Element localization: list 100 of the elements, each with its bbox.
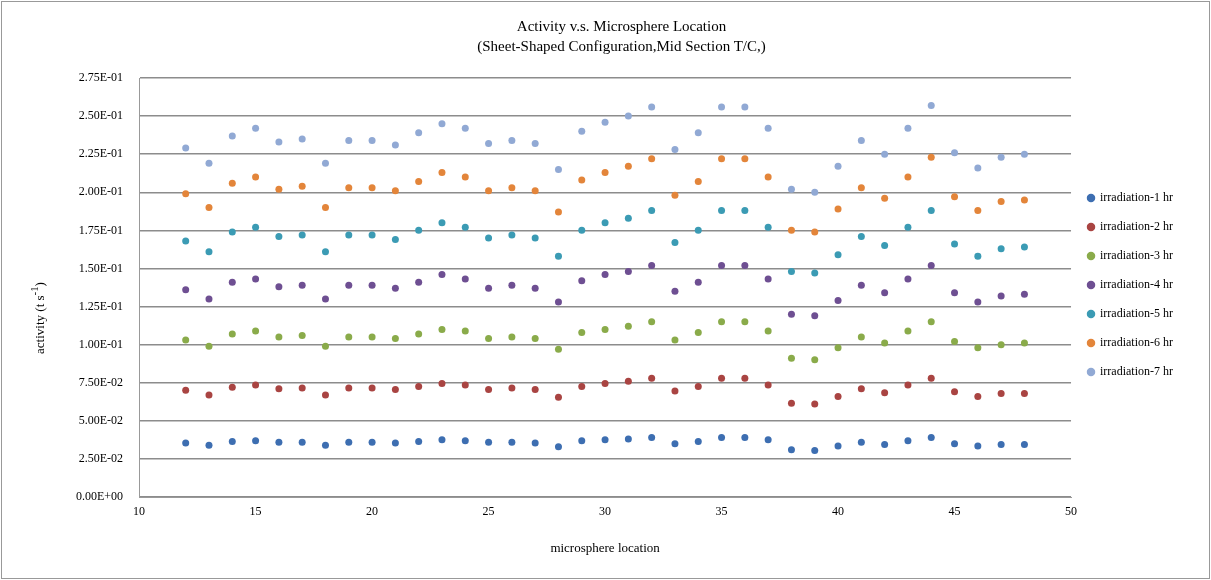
point (531, 187, 539, 195)
point (881, 339, 889, 347)
point (415, 226, 423, 234)
point (857, 232, 865, 240)
point (974, 392, 982, 400)
point (951, 149, 959, 157)
point (951, 440, 959, 448)
point (741, 207, 749, 215)
point (671, 146, 679, 154)
point (881, 289, 889, 297)
point (624, 112, 632, 120)
point (368, 384, 376, 392)
point (368, 231, 376, 239)
point (904, 124, 912, 132)
point (485, 284, 493, 292)
point (252, 381, 260, 389)
point (997, 292, 1005, 300)
point (554, 345, 562, 353)
point (997, 197, 1005, 205)
point (671, 387, 679, 395)
x-tick-label: 15 (249, 504, 262, 519)
point (531, 439, 539, 447)
point (904, 275, 912, 283)
point (648, 318, 656, 326)
point (252, 275, 260, 283)
legend-label: irradiation-2 hr (1100, 219, 1174, 234)
point (951, 240, 959, 248)
point (275, 385, 283, 393)
point (205, 342, 213, 350)
point (391, 335, 399, 343)
point (554, 298, 562, 306)
point (997, 153, 1005, 161)
point (345, 333, 353, 341)
legend-label: irradiation-7 hr (1100, 364, 1174, 379)
point (415, 278, 423, 286)
point (508, 281, 516, 289)
point (182, 336, 190, 344)
point (252, 437, 260, 445)
point (554, 208, 562, 216)
point (345, 384, 353, 392)
point (881, 389, 889, 397)
point (1020, 150, 1028, 158)
point (741, 434, 749, 442)
point (951, 193, 959, 201)
point (787, 354, 795, 362)
point (461, 173, 469, 181)
point (461, 223, 469, 231)
point (787, 185, 795, 193)
point (252, 173, 260, 181)
x-tick-label: 45 (948, 504, 961, 519)
point (648, 103, 656, 111)
point (391, 439, 399, 447)
point (601, 271, 609, 279)
point (601, 168, 609, 176)
point (927, 318, 935, 326)
point (834, 205, 842, 213)
point (671, 287, 679, 295)
point (857, 333, 865, 341)
point (554, 252, 562, 260)
point (298, 231, 306, 239)
point (205, 295, 213, 303)
point (461, 124, 469, 132)
point (624, 322, 632, 330)
point (648, 374, 656, 382)
point (811, 400, 819, 408)
point (182, 190, 190, 198)
point (252, 223, 260, 231)
point (252, 327, 260, 335)
point (624, 377, 632, 385)
point (974, 298, 982, 306)
point (531, 140, 539, 148)
legend-label: irradiation-5 hr (1100, 306, 1174, 321)
point (997, 341, 1005, 349)
point (298, 281, 306, 289)
point (415, 437, 423, 445)
point (275, 333, 283, 341)
point (368, 136, 376, 144)
legend-label: irradiation-6 hr (1100, 335, 1174, 350)
point (601, 436, 609, 444)
point (764, 275, 772, 283)
point (275, 283, 283, 291)
point (764, 223, 772, 231)
point (368, 281, 376, 289)
legend-label: irradiation-3 hr (1100, 248, 1174, 263)
point (787, 310, 795, 318)
point (927, 434, 935, 442)
point (485, 438, 493, 446)
point (205, 391, 213, 399)
point (927, 374, 935, 382)
point (927, 261, 935, 269)
point (438, 120, 446, 128)
chart-subtitle: (Sheet-Shaped Configuration,Mid Section T/C,) (477, 37, 766, 55)
point (438, 168, 446, 176)
point (741, 261, 749, 269)
point (787, 268, 795, 275)
point (648, 207, 656, 215)
point (718, 374, 726, 382)
y-tick-label: 1.25E-01 (78, 298, 124, 313)
point (927, 153, 935, 161)
x-tick-label: 25 (482, 504, 495, 519)
